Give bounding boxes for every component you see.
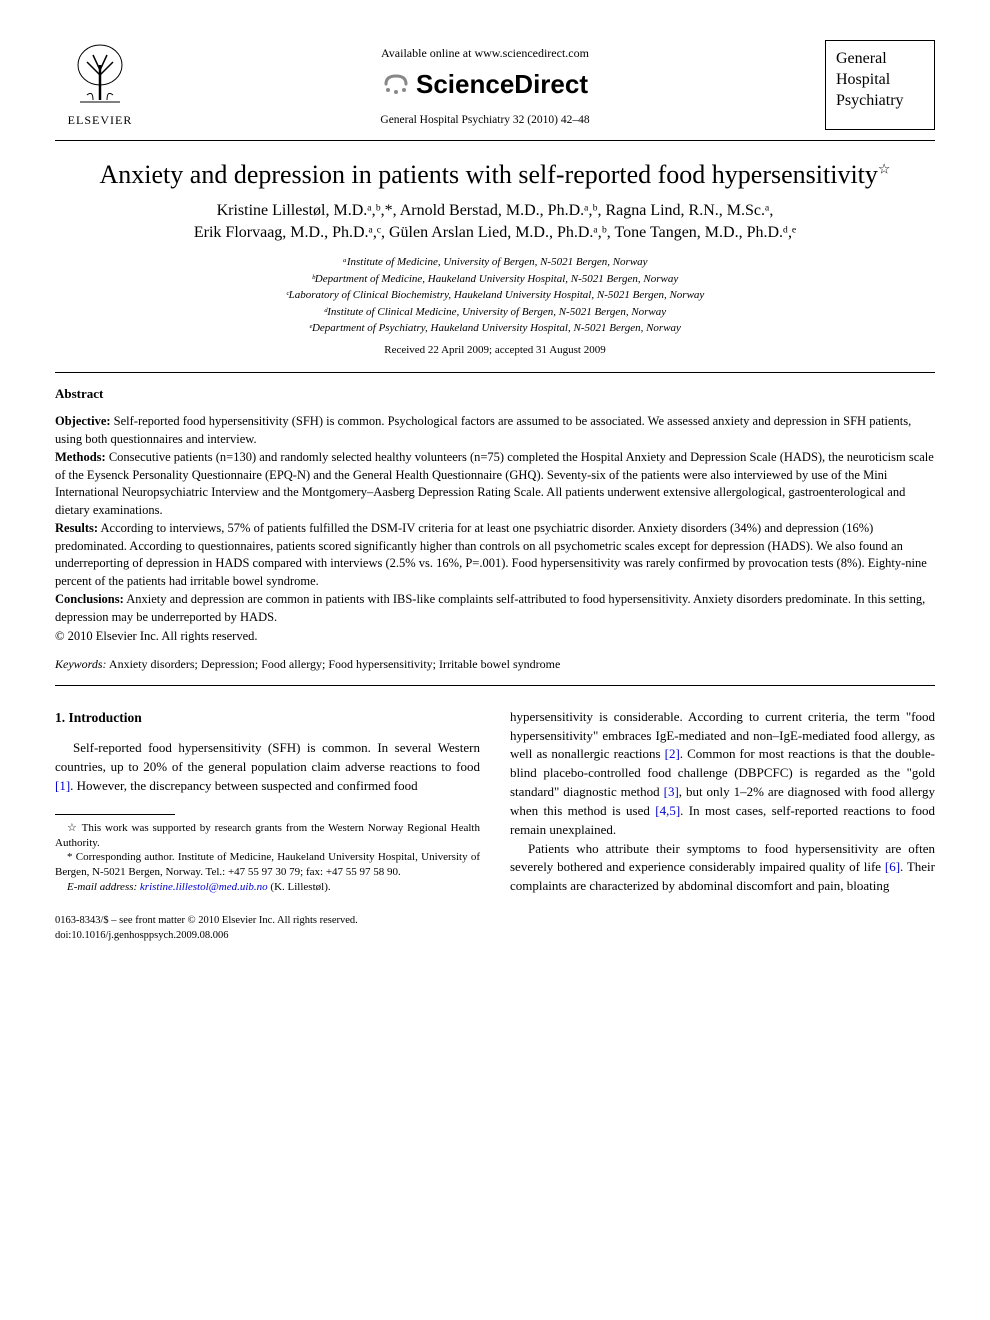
doi-line: doi:10.1016/j.genhosppsych.2009.08.006: [55, 928, 358, 943]
column-right: hypersensitivity is considerable. Accord…: [510, 708, 935, 944]
methods-label: Methods:: [55, 450, 106, 464]
elsevier-logo: ELSEVIER: [55, 40, 145, 129]
authors: Kristine Lillestøl, M.D.ᵃ,ᵇ,*, Arnold Be…: [55, 200, 935, 245]
body-columns: 1. Introduction Self-reported food hyper…: [55, 708, 935, 944]
abstract-objective: Objective: Self-reported food hypersensi…: [55, 413, 935, 448]
email-address[interactable]: kristine.lillestol@med.uib.no: [140, 881, 268, 893]
article-title: Anxiety and depression in patients with …: [55, 159, 935, 192]
footer-block: 0163-8343/$ – see front matter © 2010 El…: [55, 913, 358, 943]
footnote-email: E-mail address: kristine.lillestol@med.u…: [55, 880, 480, 895]
affiliation-e: ᵉDepartment of Psychiatry, Haukeland Uni…: [55, 320, 935, 337]
affiliation-d: ᵈInstitute of Clinical Medicine, Univers…: [55, 304, 935, 321]
title-note-marker: ☆: [878, 162, 891, 177]
issn-line: 0163-8343/$ – see front matter © 2010 El…: [55, 913, 358, 928]
ref-4-5[interactable]: [4,5]: [655, 803, 680, 818]
intro-para1-col1: Self-reported food hypersensitivity (SFH…: [55, 739, 480, 796]
ref-1[interactable]: [1]: [55, 778, 70, 793]
intro-para1-col2: hypersensitivity is considerable. Accord…: [510, 708, 935, 840]
objective-label: Objective:: [55, 414, 111, 428]
abstract-heading: Abstract: [55, 385, 935, 403]
sciencedirect-text: ScienceDirect: [416, 66, 588, 102]
intro-heading: 1. Introduction: [55, 708, 480, 728]
ref-2[interactable]: [2]: [665, 746, 680, 761]
affiliation-a: ᵃInstitute of Medicine, University of Be…: [55, 254, 935, 271]
email-label: E-mail address:: [67, 881, 137, 893]
intro-c2p2a: Patients who attribute their symptoms to…: [510, 841, 935, 875]
results-label: Results:: [55, 521, 98, 535]
intro-p1a: Self-reported food hypersensitivity (SFH…: [55, 740, 480, 774]
journal-box-line3: Psychiatry: [836, 91, 924, 112]
ref-6[interactable]: [6]: [885, 859, 900, 874]
intro-p1b: . However, the discrepancy between suspe…: [70, 778, 417, 793]
footnote-funding: ☆ This work was supported by research gr…: [55, 821, 480, 851]
affiliation-b: ᵇDepartment of Medicine, Haukeland Unive…: [55, 271, 935, 288]
keywords-text: Anxiety disorders; Depression; Food alle…: [107, 657, 561, 671]
footnotes: ☆ This work was supported by research gr…: [55, 821, 480, 895]
divider-abstract-bottom: [55, 685, 935, 686]
copyright-text: © 2010 Elsevier Inc. All rights reserved…: [55, 628, 935, 646]
abstract-methods: Methods: Consecutive patients (n=130) an…: [55, 449, 935, 519]
sciencedirect-icon: [382, 70, 410, 98]
center-header: Available online at www.sciencedirect.co…: [145, 40, 825, 128]
abstract-results: Results: According to interviews, 57% of…: [55, 520, 935, 590]
methods-text: Consecutive patients (n=130) and randoml…: [55, 450, 934, 517]
available-online-text: Available online at www.sciencedirect.co…: [145, 45, 825, 62]
column-left: 1. Introduction Self-reported food hyper…: [55, 708, 480, 944]
authors-line2: Erik Florvaag, M.D., Ph.D.ᵃ,ᶜ, Gülen Ars…: [194, 224, 796, 241]
abstract-body: Objective: Self-reported food hypersensi…: [55, 413, 935, 646]
intro-para2-col2: Patients who attribute their symptoms to…: [510, 840, 935, 897]
journal-title-box: General Hospital Psychiatry: [825, 40, 935, 130]
abstract-conclusions: Conclusions: Anxiety and depression are …: [55, 591, 935, 626]
page-header: ELSEVIER Available online at www.science…: [55, 40, 935, 130]
conclusions-label: Conclusions:: [55, 592, 124, 606]
elsevier-tree-icon: [65, 40, 135, 110]
journal-box-line1: General: [836, 49, 924, 70]
authors-line1: Kristine Lillestøl, M.D.ᵃ,ᵇ,*, Arnold Be…: [217, 202, 774, 219]
email-suffix: (K. Lillestøl).: [268, 881, 331, 893]
elsevier-label: ELSEVIER: [68, 112, 133, 129]
results-text: According to interviews, 57% of patients…: [55, 521, 927, 588]
received-dates: Received 22 April 2009; accepted 31 Augu…: [55, 343, 935, 358]
divider-top: [55, 140, 935, 141]
journal-box-line2: Hospital: [836, 70, 924, 91]
affiliation-c: ᶜLaboratory of Clinical Biochemistry, Ha…: [55, 287, 935, 304]
journal-citation: General Hospital Psychiatry 32 (2010) 42…: [145, 112, 825, 128]
divider-abstract-top: [55, 372, 935, 373]
title-text: Anxiety and depression in patients with …: [100, 160, 878, 189]
footnote-corresponding: * Corresponding author. Institute of Med…: [55, 850, 480, 880]
conclusions-text: Anxiety and depression are common in pat…: [55, 592, 925, 624]
objective-text: Self-reported food hypersensitivity (SFH…: [55, 414, 911, 446]
footer-left: 0163-8343/$ – see front matter © 2010 El…: [55, 913, 480, 943]
keywords-label: Keywords:: [55, 657, 107, 671]
ref-3[interactable]: [3]: [664, 784, 679, 799]
keywords: Keywords: Anxiety disorders; Depression;…: [55, 656, 935, 673]
footnote-divider: [55, 814, 175, 815]
sciencedirect-logo: ScienceDirect: [145, 66, 825, 102]
affiliations: ᵃInstitute of Medicine, University of Be…: [55, 254, 935, 337]
